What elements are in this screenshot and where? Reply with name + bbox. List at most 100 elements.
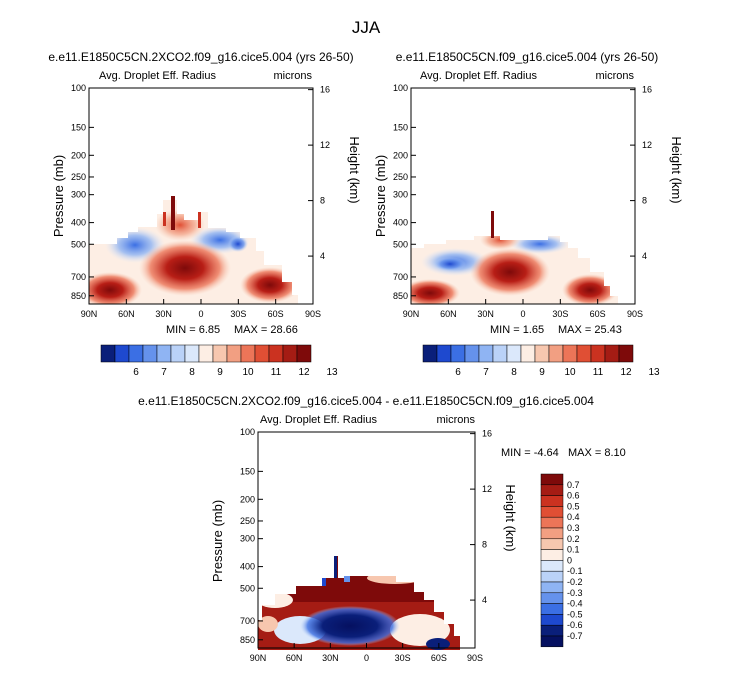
colorbar-swatch [562, 344, 578, 363]
panel-2xco2: e.e11.E1850C5CN.2XCO2.f09_g16.cice5.004 … [48, 50, 362, 378]
y-axis-label: Pressure (mb) [373, 155, 388, 237]
max-label: MAX = 25.43 [558, 324, 622, 336]
colorbar-label: 10 [242, 367, 254, 378]
colorbar-swatch [590, 344, 606, 363]
max-label: MAX = 8.10 [568, 447, 626, 459]
y-tick-label: 150 [71, 122, 86, 132]
colorbar-swatch [184, 344, 200, 363]
max-label: MAX = 28.66 [234, 324, 298, 336]
colorbar-label: -0.5 [567, 609, 583, 619]
figure-title: JJA [352, 18, 381, 37]
y-tick-label: 700 [393, 272, 408, 282]
colorbar-swatch [128, 344, 144, 363]
colorbar-label: -0.6 [567, 620, 583, 630]
colorbar-swatch [604, 344, 620, 363]
colorbar-label: 8 [189, 367, 195, 378]
x-tick-label: 30N [477, 309, 494, 319]
y-tick-label: 300 [393, 190, 408, 200]
y2-tick-label: 16 [482, 429, 492, 439]
x-tick-label: 30N [322, 653, 339, 663]
y2-tick-label: 12 [320, 140, 330, 150]
y-ticks-left: 100 150 200 250 300 400 500 700 850 [393, 83, 416, 301]
colorbar-label: 0.6 [567, 491, 580, 501]
colorbar-label: 10 [564, 367, 576, 378]
variable-label: Avg. Droplet Eff. Radius [420, 70, 537, 82]
field-white-patch [367, 572, 423, 584]
field-max-tropics [470, 248, 550, 296]
y-tick-label: 500 [71, 239, 86, 249]
y-tick-label: 300 [240, 534, 255, 544]
y-tick-label: 300 [71, 190, 86, 200]
y-ticks-right: 16 12 8 4 [308, 85, 330, 261]
colorbar: 6 7 8 9 10 11 12 13 [100, 344, 338, 378]
colorbar-label: 7 [483, 367, 489, 378]
y-tick-label: 200 [240, 494, 255, 504]
colorbar-swatch [156, 344, 172, 363]
x-tick-label: 60S [268, 309, 284, 319]
contour-field [89, 196, 298, 304]
x-tick-label: 60S [590, 309, 606, 319]
colorbar-label: 6 [455, 367, 461, 378]
x-tick-label: 0 [198, 309, 203, 319]
field-deep-blue-60n [434, 257, 466, 271]
y-tick-label: 200 [71, 150, 86, 160]
colorbar-label: -0.4 [567, 599, 583, 609]
colorbar-swatch [268, 344, 284, 363]
units-label: microns [436, 414, 475, 426]
colorbar-swatch [540, 506, 564, 518]
colorbar-swatch [576, 344, 592, 363]
colorbar-label: 11 [593, 367, 604, 378]
y-tick-label: 500 [240, 583, 255, 593]
field-blue-speck [322, 578, 326, 586]
field-pale-patch [258, 616, 278, 632]
colorbar-swatch [114, 344, 130, 363]
x-tick-label: 90S [305, 309, 321, 319]
field-blue-speck [344, 576, 350, 582]
colorbar-label: 9 [539, 367, 545, 378]
x-tick-label: 60N [440, 309, 457, 319]
field-max-70n [411, 279, 460, 304]
x-tick-label: 90N [403, 309, 420, 319]
field-upper-tropics [155, 209, 205, 241]
colorbar-swatch [540, 549, 564, 561]
colorbar-swatch [240, 344, 256, 363]
y2-tick-label: 8 [320, 196, 325, 206]
colorbar-swatch [540, 473, 564, 486]
x-ticks: 90N 60N 30N 0 30S 60S 90S [81, 299, 321, 319]
field-max-70n [89, 272, 142, 304]
min-label: MIN = 6.85 [166, 324, 220, 336]
colorbar-swatch [540, 538, 564, 550]
y-tick-label: 100 [393, 83, 408, 93]
colorbar-swatch [296, 344, 312, 363]
panel-title: e.e11.E1850C5CN.2XCO2.f09_g16.cice5.004 … [48, 50, 353, 64]
colorbar-swatch [492, 344, 508, 363]
colorbar-label: 0.7 [567, 480, 580, 490]
colorbar-label: 0.3 [567, 523, 580, 533]
colorbar-label: -0.1 [567, 566, 583, 576]
colorbar-swatch [548, 344, 564, 363]
y-ticks-right: 16 12 8 4 [470, 429, 492, 605]
units-label: microns [273, 70, 312, 82]
colorbar-swatch [506, 344, 522, 363]
colorbar-swatch [142, 344, 158, 363]
colorbar-label: 0 [567, 555, 572, 565]
colorbar-swatch [540, 603, 564, 615]
x-ticks: 90N 60N 30N 0 30S 60S 90S [250, 643, 483, 663]
field-spike [334, 556, 337, 578]
x-tick-label: 90S [627, 309, 643, 319]
y-tick-label: 850 [393, 291, 408, 301]
colorbar-swatch [540, 516, 564, 529]
colorbar-swatch [198, 344, 214, 363]
colorbar-swatch [478, 344, 494, 363]
colorbar-swatch [100, 344, 116, 363]
y2-tick-label: 12 [482, 484, 492, 494]
field-spike [171, 196, 175, 230]
colorbar-label: 13 [648, 367, 660, 378]
colorbar-swatch [436, 344, 452, 363]
colorbar-label: 0.4 [567, 512, 580, 522]
x-ticks: 90N 60N 30N 0 30S 60S 90S [403, 299, 643, 319]
y2-tick-label: 16 [320, 85, 330, 95]
colorbar-swatch [212, 344, 228, 363]
colorbar-label: 7 [161, 367, 167, 378]
y-tick-label: 400 [393, 218, 408, 228]
